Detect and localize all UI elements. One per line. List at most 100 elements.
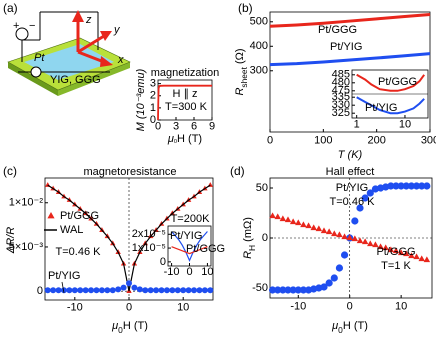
- y-tick-label: 335: [332, 91, 350, 103]
- label-part: μ: [167, 133, 174, 145]
- y-tick-label: 330: [332, 99, 350, 111]
- marker-circle: [77, 287, 84, 294]
- marker-circle: [115, 286, 122, 293]
- marker-circle: [126, 280, 132, 287]
- series-label: Pt/YIG: [170, 230, 202, 242]
- y-tick-label: 0: [150, 114, 156, 126]
- marker-triangle: [392, 247, 400, 254]
- x-axis-label: μ0H (T): [167, 133, 202, 146]
- source: [15, 27, 29, 41]
- x-tick-label: 10: [201, 266, 213, 278]
- marker-circle: [207, 287, 214, 294]
- marker-circle: [174, 287, 181, 294]
- marker-triangle: [279, 215, 287, 222]
- label-part: 0: [174, 139, 177, 145]
- marker-circle: [423, 182, 431, 190]
- y-tick-label: 480: [332, 77, 350, 89]
- label-part: H: [247, 245, 257, 251]
- marker-circle: [201, 287, 208, 294]
- marker-circle: [356, 204, 364, 212]
- device-schematic: Pt z y x YIG, GGG + −: [7, 10, 131, 96]
- marker-circle: [180, 287, 187, 294]
- schematic-label: YIG, GGG: [50, 74, 101, 86]
- marker-triangle: [367, 240, 374, 247]
- series-line: [269, 52, 431, 67]
- x-tick-label: 10: [399, 119, 411, 131]
- series-label: Pt/YIG: [336, 182, 368, 194]
- marker-circle: [351, 217, 359, 225]
- panel-label: (a): [3, 1, 18, 15]
- annotation: H ∥ z: [172, 88, 197, 100]
- marker-triangle: [423, 256, 431, 263]
- label-part: H (T): [123, 320, 148, 332]
- y-tick-label: 300: [250, 65, 268, 77]
- marker-circle: [147, 287, 154, 294]
- marker-circle: [50, 287, 57, 294]
- marker-circle: [136, 286, 143, 293]
- marker-triangle: [284, 216, 292, 223]
- y-arrow: [77, 34, 105, 54]
- label-part: H (T): [177, 133, 202, 145]
- y-tick-label: 3: [150, 78, 156, 90]
- y-tick-label: 50: [256, 182, 268, 194]
- x-axis-label: μ0H (T): [331, 320, 368, 335]
- schematic-label: y: [113, 24, 121, 36]
- marker-circle: [397, 182, 405, 190]
- series-line: [269, 12, 431, 28]
- marker-triangle: [289, 218, 297, 225]
- marker-triangle: [403, 250, 410, 257]
- label-part: T (K): [338, 149, 363, 161]
- marker-triangle: [372, 241, 379, 248]
- series-line: [171, 246, 208, 255]
- series-label: Pt/YIG: [365, 102, 397, 114]
- marker-triangle: [377, 243, 384, 250]
- marker-circle: [55, 287, 62, 294]
- x-tick-label: 0: [126, 302, 132, 314]
- label-part: ΔR/R: [5, 227, 17, 254]
- marker-triangle: [408, 252, 415, 259]
- marker-triangle: [413, 253, 420, 260]
- marker-circle: [153, 287, 160, 294]
- x-tick-label: 9: [209, 121, 215, 133]
- panel-label: (c): [3, 164, 17, 178]
- label-part: (mΩ): [242, 217, 254, 245]
- marker-circle: [169, 287, 176, 294]
- y-tick-label: 2: [150, 90, 156, 102]
- marker-circle: [158, 287, 165, 294]
- y-tick-label: -50: [252, 282, 268, 294]
- panel-label: (d): [230, 164, 245, 178]
- y-tick-label: 485: [332, 69, 350, 81]
- marker-circle: [88, 287, 95, 294]
- pointer-arrow: [61, 281, 65, 294]
- x-tick-label: -10: [290, 300, 306, 312]
- marker-circle: [98, 287, 105, 294]
- annotation: T=0.46 K: [330, 196, 376, 208]
- series-line: [47, 184, 211, 292]
- plot-title: magnetoresistance: [84, 166, 177, 178]
- plot-title: magnetization: [151, 67, 220, 79]
- x-tick-label: -10: [67, 302, 83, 314]
- label-part: μ: [111, 320, 118, 332]
- schematic-label: z: [85, 14, 92, 26]
- marker-circle: [163, 287, 170, 294]
- y-tick-label: 500: [250, 16, 268, 28]
- marker-triangle: [341, 233, 348, 240]
- marker-triangle: [387, 246, 395, 253]
- pt-film: [24, 44, 114, 80]
- x-axis-label: μ0H (T): [111, 320, 148, 335]
- label-part: 0: [118, 325, 123, 335]
- panel-label: (b): [238, 1, 253, 15]
- marker-circle: [142, 287, 149, 294]
- marker-circle: [402, 182, 410, 190]
- marker-triangle: [320, 227, 328, 234]
- voltmeter: [30, 66, 42, 78]
- marker-circle: [387, 182, 395, 190]
- x-axis-label: T (K): [338, 149, 363, 161]
- marker-circle: [66, 287, 73, 294]
- y-axis-label: RH (mΩ): [242, 217, 257, 259]
- y-tick-label: 1×10⁻²: [9, 197, 44, 209]
- marker-circle: [335, 264, 344, 272]
- series-label: Pt/YIG: [330, 41, 362, 53]
- arrow-head: [72, 10, 84, 22]
